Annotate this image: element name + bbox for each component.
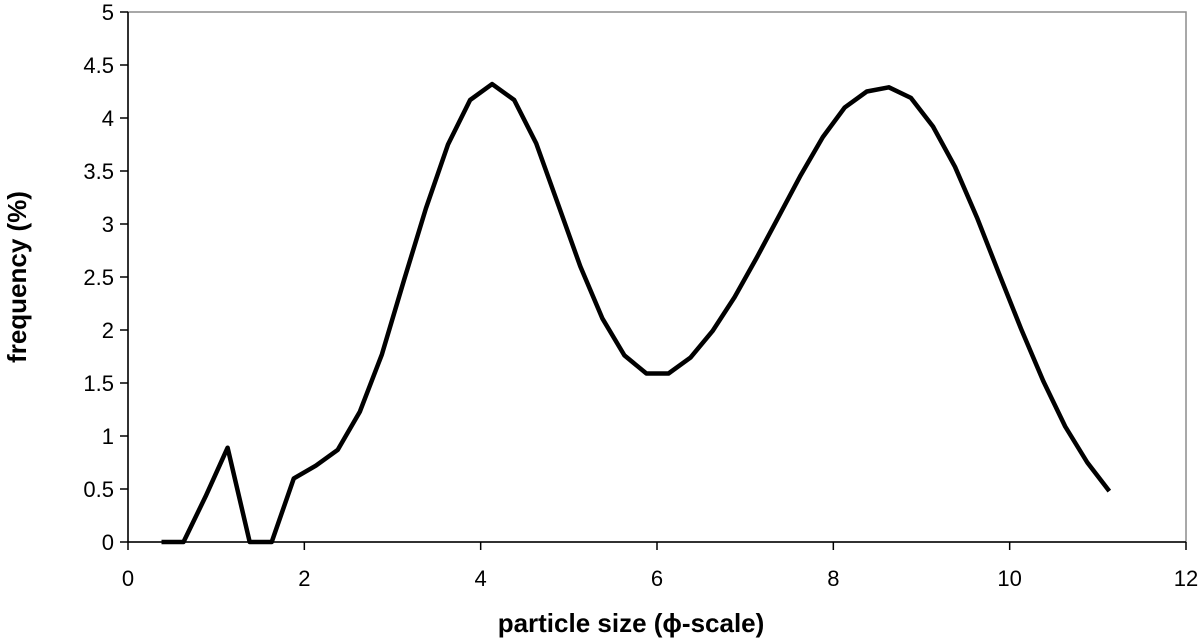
x-tick-label: 12 [1174, 566, 1198, 591]
y-axis-title: frequency (%) [2, 191, 32, 363]
x-axis-ticks: 0 2 4 6 8 10 12 [122, 542, 1198, 591]
x-tick-label: 2 [298, 566, 310, 591]
y-tick-label: 3 [102, 212, 114, 237]
x-tick-label: 0 [122, 566, 134, 591]
frequency-curve [161, 81, 1112, 545]
y-tick-label: 1 [102, 424, 114, 449]
y-axis-ticks: 0 0.5 1 1.5 2 2.5 3 3.5 4 4.5 5 [83, 0, 128, 555]
plot-area-frame [127, 11, 1187, 543]
x-tick-label: 6 [651, 566, 663, 591]
x-tick-label: 4 [475, 566, 487, 591]
y-tick-label: 4 [102, 106, 114, 131]
y-tick-label: 3.5 [83, 159, 114, 184]
y-tick-label: 0 [102, 530, 114, 555]
y-tick-label: 5 [102, 0, 114, 25]
y-tick-label: 4.5 [83, 53, 114, 78]
x-tick-label: 8 [827, 566, 839, 591]
x-axis-title: particle size (ϕ-scale) [498, 608, 765, 638]
x-tick-label: 10 [997, 566, 1021, 591]
y-tick-label: 2.5 [83, 265, 114, 290]
y-tick-label: 2 [102, 318, 114, 343]
y-tick-label: 0.5 [83, 477, 114, 502]
y-tick-label: 1.5 [83, 371, 114, 396]
